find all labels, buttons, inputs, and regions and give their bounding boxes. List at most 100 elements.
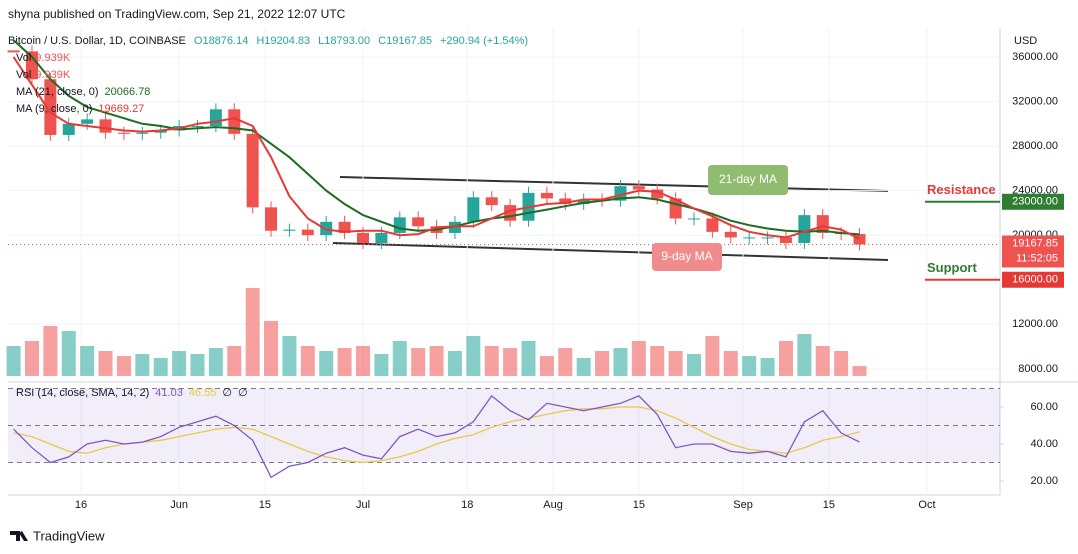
price-tag-time: 11:52:05 — [1016, 252, 1058, 264]
candle — [743, 237, 756, 239]
x-tick-label: Oct — [918, 499, 935, 511]
volume-bar — [80, 346, 95, 376]
legend-value: 46.55 — [189, 387, 217, 399]
y-tick-label: 20.00 — [1030, 475, 1058, 487]
legend-name: Vol — [16, 52, 31, 64]
callout — [708, 165, 788, 195]
y-tick-label: 28000.00 — [1012, 140, 1058, 152]
brand: TradingView — [33, 528, 105, 543]
volume-bar — [374, 354, 389, 376]
volume-bar — [392, 341, 407, 376]
candle — [393, 217, 406, 233]
price-tag-value: 19167.85 — [1012, 237, 1058, 249]
candle — [559, 198, 572, 204]
candle — [357, 232, 369, 243]
candle — [540, 192, 553, 199]
candle — [246, 133, 259, 208]
legend-entry: MA (9, close, 0) 19669.27 — [16, 103, 144, 115]
logo-mark — [10, 531, 28, 541]
volume-bar — [319, 351, 334, 376]
volume-bar — [503, 348, 518, 376]
y-tick-label: 60.00 — [1030, 401, 1058, 413]
x-tick-label: Jul — [356, 499, 370, 511]
legend-name: RSI (14, close, SMA, 14, 2) — [16, 387, 149, 399]
volume-bar — [723, 351, 738, 376]
candle — [651, 189, 664, 199]
candle — [375, 232, 388, 243]
legend-name: MA (21, close, 0) — [16, 86, 99, 98]
callout-text: 21-day MA — [719, 172, 777, 186]
volume-bar — [650, 346, 665, 376]
volume-bar — [208, 348, 223, 376]
volume-bar — [227, 346, 242, 376]
volume-bar — [300, 346, 315, 376]
candle — [44, 79, 57, 135]
volume-bar — [116, 356, 131, 376]
volume-bar — [429, 346, 444, 376]
candle — [853, 234, 866, 245]
candle — [706, 218, 719, 232]
candle — [99, 119, 112, 133]
legend-value: 19669.27 — [98, 103, 144, 115]
ohlc-value: C19167.85 — [378, 35, 432, 47]
volume-bar — [172, 351, 187, 376]
publisher: shyna published on TradingView.com, Sep … — [8, 7, 346, 21]
volume-bar — [61, 331, 76, 376]
y-tick-label: 36000.00 — [1012, 51, 1058, 63]
volume-bar — [245, 288, 260, 376]
candle — [779, 237, 792, 243]
candle — [283, 229, 296, 231]
volume-bar — [521, 341, 536, 376]
volume-bar — [815, 346, 830, 376]
rsi-line — [13, 394, 860, 479]
ma-line — [12, 56, 860, 240]
y-tick-label: 8000.00 — [1018, 363, 1058, 375]
volume-bar — [705, 336, 720, 376]
level-name: Support — [927, 260, 977, 275]
candle — [228, 109, 241, 134]
volume-bar — [6, 346, 21, 376]
y-tick-label: 32000.00 — [1012, 95, 1058, 107]
candle — [816, 215, 829, 233]
level-tag-label: 23000.00 — [1012, 196, 1058, 208]
volume-bar — [411, 348, 426, 376]
volume-bar — [631, 341, 646, 376]
legend-entry: Vol 9.939K — [16, 52, 71, 64]
candle — [191, 126, 204, 128]
legend-value: 9.939K — [35, 69, 71, 81]
x-tick-label: 15 — [633, 499, 645, 511]
candle — [265, 207, 278, 231]
volume-bar — [576, 358, 591, 376]
candle — [7, 50, 20, 53]
ohlc-value: O18876.14 — [194, 35, 248, 47]
x-tick-label: Sep — [733, 499, 753, 511]
candle — [412, 217, 425, 227]
volume-bar — [834, 351, 849, 376]
legend-entry: Vol 9.939K — [16, 69, 71, 81]
volume-bar — [558, 348, 573, 376]
volume-bar — [595, 351, 610, 376]
volume-bar — [668, 351, 683, 376]
volume-bar — [98, 351, 113, 376]
x-tick-label: 15 — [823, 499, 835, 511]
candle — [136, 132, 149, 134]
level-name: Resistance — [927, 182, 996, 197]
level-tag — [1002, 193, 1064, 210]
volume-bar — [742, 356, 757, 376]
currency: USD — [1014, 35, 1037, 47]
legend-entry: MA (21, close, 0) 20066.78 — [16, 86, 150, 98]
level-tag — [1002, 271, 1064, 288]
volume-bar — [135, 354, 150, 376]
legend-flag: ∅ — [222, 387, 232, 399]
ohlc-value: H19204.83 — [256, 35, 310, 47]
candle — [81, 119, 94, 124]
candle — [485, 197, 498, 206]
callout — [652, 243, 722, 271]
candle — [25, 51, 38, 80]
volume-bar — [190, 354, 205, 376]
rsi-legend: RSI (14, close, SMA, 14, 2) 41.03 46.55 ∅ ∅ — [16, 387, 248, 399]
candle — [614, 186, 627, 201]
rsi-line — [13, 406, 860, 464]
ohlc-value: L18793.00 — [318, 35, 370, 47]
